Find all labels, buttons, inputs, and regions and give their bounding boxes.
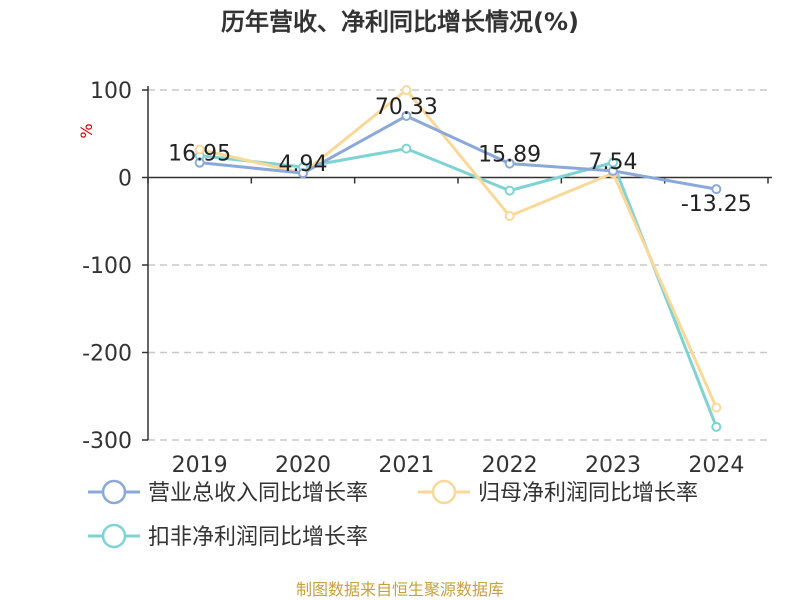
legend-label: 营业总收入同比增长率 <box>148 481 368 506</box>
series-point <box>194 144 205 155</box>
y-tick-label: 100 <box>90 79 132 104</box>
data-label: 70.33 <box>375 95 438 120</box>
data-label: -13.25 <box>681 192 752 217</box>
grid-layer <box>148 89 768 441</box>
x-tick-label: 2024 <box>688 453 744 478</box>
data-label: 15.89 <box>478 143 541 168</box>
legend-label: 归母净利润同比增长率 <box>478 481 698 506</box>
y-axis-unit: % <box>77 123 96 138</box>
source-note: 制图数据来自恒生聚源数据库 <box>296 580 504 599</box>
legend-marker <box>101 479 127 505</box>
data-label-layer: 16.95 4.94 70.33 15.89 7.54 -13.25 <box>168 95 752 217</box>
series-point <box>194 157 205 168</box>
x-tick-label: 2022 <box>482 453 538 478</box>
series-point <box>401 143 412 154</box>
legend-item: 扣非净利润同比增长率 <box>88 523 368 550</box>
chart-title: 历年营收、净利同比增长情况(%) <box>221 8 579 36</box>
x-tick-label: 2020 <box>275 453 331 478</box>
legend-marker <box>431 479 457 505</box>
series-point <box>608 165 618 176</box>
data-label: 7.54 <box>589 150 638 175</box>
legend-item: 营业总收入同比增长率 <box>88 479 368 506</box>
data-label: 16.95 <box>168 142 231 167</box>
axis-layer: 100 0 -100 -200 -300 2019 2020 2021 2022 2023 2024 <box>82 79 772 478</box>
series-line <box>199 88 718 409</box>
x-tick-label: 2023 <box>585 453 641 478</box>
y-tick-label: 0 <box>118 167 132 192</box>
series-line <box>199 147 718 428</box>
series-point <box>504 185 515 196</box>
legend-label: 扣非净利润同比增长率 <box>148 525 368 550</box>
series-layer <box>194 85 722 432</box>
y-tick-label: -100 <box>82 254 132 279</box>
series-point <box>504 158 515 169</box>
x-tick-label: 2021 <box>378 453 434 478</box>
series-point <box>711 402 722 413</box>
data-label: 4.94 <box>279 152 328 177</box>
legend-marker <box>101 523 127 549</box>
series-point <box>711 421 722 432</box>
x-tick-label: 2019 <box>172 453 228 478</box>
series-point <box>504 211 515 221</box>
y-tick-label: -200 <box>82 342 132 367</box>
series-line <box>199 114 717 191</box>
y-tick-label: -300 <box>82 429 132 454</box>
series-point <box>401 85 412 95</box>
series-point <box>711 184 722 195</box>
series-point <box>298 168 308 179</box>
legend-item: 归母净利润同比增长率 <box>418 479 698 506</box>
series-point <box>401 110 412 121</box>
